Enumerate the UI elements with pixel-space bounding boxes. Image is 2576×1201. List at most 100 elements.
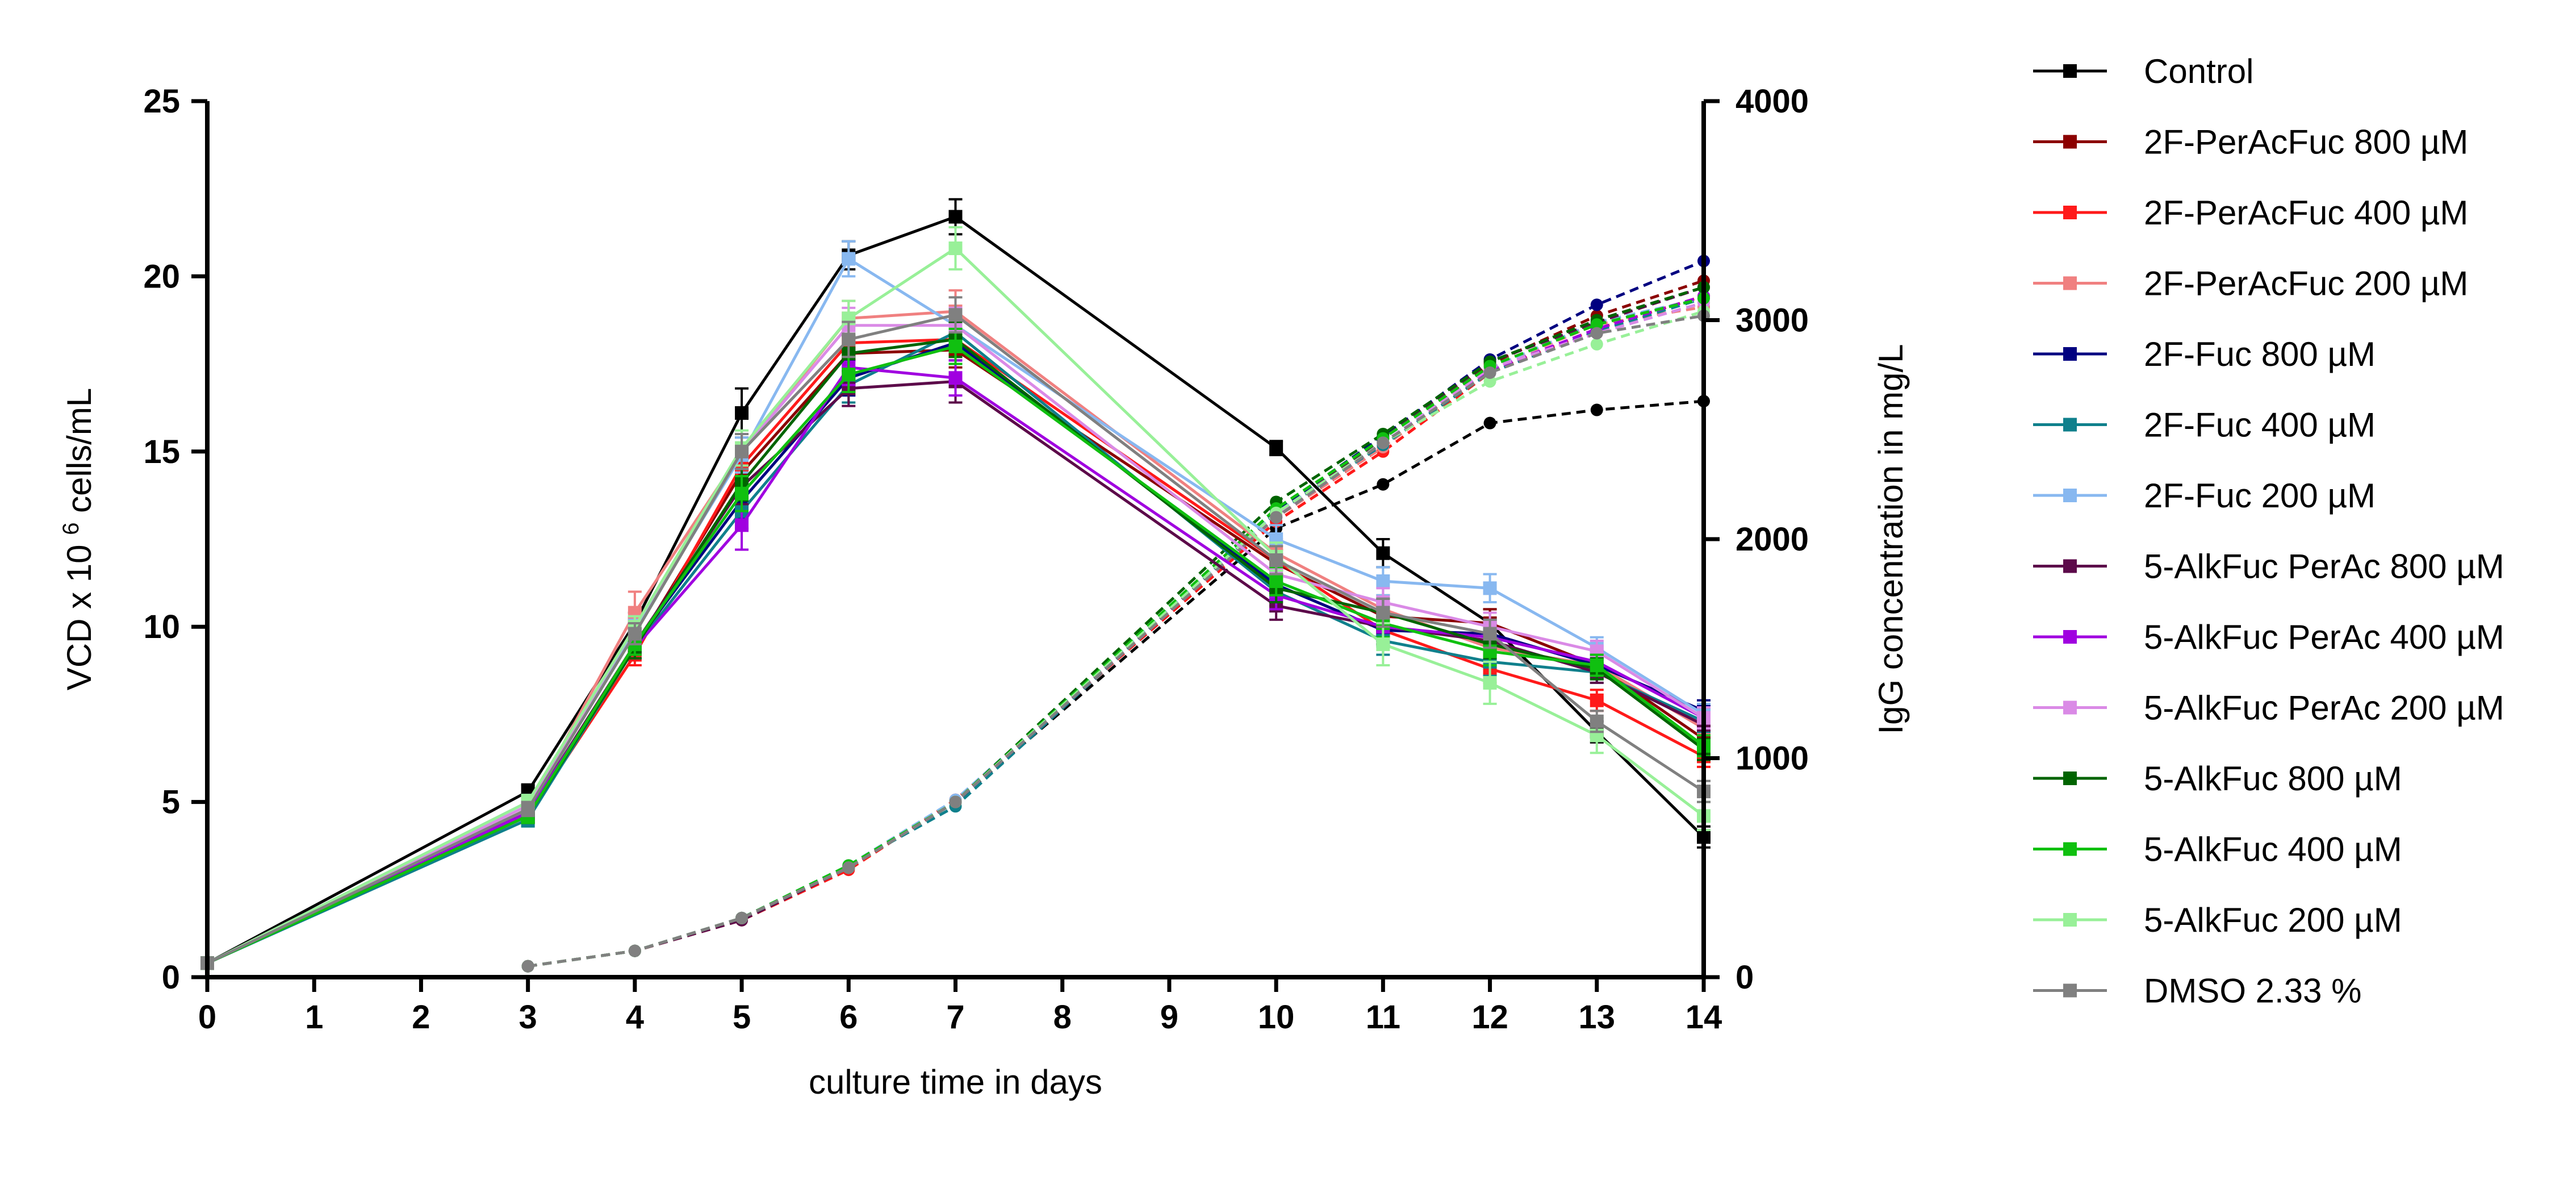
x-tick-label: 2 bbox=[412, 999, 430, 1036]
vcd-point bbox=[521, 802, 535, 816]
vcd-point bbox=[1590, 658, 1604, 673]
igg-point bbox=[949, 795, 962, 808]
igg-line-10 bbox=[528, 286, 1704, 968]
legend-label: 2F-Fuc 200 µM bbox=[2144, 477, 2376, 515]
igg-point bbox=[1483, 366, 1496, 380]
vcd-point bbox=[1590, 693, 1604, 707]
legend: Control 2F-PerAcFuc 800 µM 2F-PerAcFuc 400… bbox=[2033, 52, 2504, 1010]
y-right-tick-label: 2000 bbox=[1736, 521, 1809, 558]
vcd-point bbox=[1376, 574, 1390, 589]
legend-label: 5-AlkFuc PerAc 400 µM bbox=[2144, 618, 2504, 656]
y-right-tick-label: 4000 bbox=[1736, 83, 1809, 120]
legend-label: 5-AlkFuc 400 µM bbox=[2144, 831, 2402, 869]
vcd-point bbox=[1269, 574, 1283, 589]
igg-point bbox=[1483, 416, 1496, 429]
vcd-point bbox=[735, 444, 749, 458]
legend-swatch-marker bbox=[2063, 913, 2077, 927]
legend-swatch-marker bbox=[2063, 630, 2077, 644]
legend-label: 5-AlkFuc PerAc 200 µM bbox=[2144, 689, 2504, 727]
igg-line-2 bbox=[528, 294, 1704, 968]
igg-point bbox=[1590, 298, 1603, 311]
igg-point bbox=[735, 911, 748, 924]
y-left-axis-title-prefix: VCD x 10 bbox=[60, 544, 98, 690]
igg-point bbox=[1377, 436, 1390, 449]
y-right-tick-label: 0 bbox=[1736, 959, 1754, 996]
x-tick-label: 13 bbox=[1579, 999, 1616, 1036]
vcd-point bbox=[842, 368, 856, 382]
vcd-point bbox=[842, 332, 856, 347]
x-tick-label: 11 bbox=[1366, 999, 1400, 1036]
y-left-axis-title-sup: 6 bbox=[58, 523, 83, 535]
igg-point bbox=[1590, 403, 1603, 416]
igg-line-6 bbox=[528, 297, 1704, 968]
vcd-point bbox=[735, 406, 749, 420]
legend-label: 5-AlkFuc PerAc 800 µM bbox=[2144, 548, 2504, 586]
x-tick-label: 6 bbox=[839, 999, 858, 1036]
legend-label: 2F-Fuc 400 µM bbox=[2144, 406, 2376, 444]
vcd-point bbox=[948, 210, 963, 224]
legend-swatch-marker bbox=[2063, 489, 2077, 502]
igg-line-8 bbox=[528, 294, 1704, 968]
y-left-tick-label: 5 bbox=[162, 784, 180, 821]
legend-item: 5-AlkFuc 400 µM bbox=[2033, 831, 2402, 869]
x-tick-label: 1 bbox=[305, 999, 323, 1036]
vcd-point bbox=[1376, 606, 1390, 620]
x-axis-title: culture time in days bbox=[809, 1063, 1102, 1101]
igg-point bbox=[521, 960, 534, 973]
legend-swatch-marker bbox=[2063, 772, 2077, 785]
igg-point bbox=[1483, 375, 1496, 388]
legend-swatch-marker bbox=[2063, 418, 2077, 432]
vcd-line-4 bbox=[206, 341, 1704, 965]
legend-swatch-marker bbox=[2063, 135, 2077, 149]
vcd-point bbox=[1376, 637, 1390, 652]
legend-item: 2F-PerAcFuc 800 µM bbox=[2033, 123, 2468, 161]
igg-line-7 bbox=[528, 286, 1704, 968]
vcd-line-10 bbox=[206, 337, 1705, 965]
legend-label: 2F-PerAcFuc 800 µM bbox=[2144, 123, 2468, 161]
y-left-tick-label: 25 bbox=[143, 83, 180, 120]
legend-swatch-marker bbox=[2063, 206, 2077, 219]
vcd-line-7 bbox=[206, 380, 1705, 965]
plot-area bbox=[200, 198, 1711, 973]
vcd-point bbox=[948, 339, 963, 353]
legend-item: 5-AlkFuc 800 µM bbox=[2033, 760, 2402, 798]
vcd-point bbox=[1269, 441, 1283, 455]
legend-swatch-marker bbox=[2063, 276, 2077, 290]
legend-label: 2F-PerAcFuc 200 µM bbox=[2144, 265, 2468, 303]
x-tick-label: 9 bbox=[1160, 999, 1178, 1036]
legend-swatch-marker bbox=[2063, 347, 2077, 361]
x-tick-label: 4 bbox=[626, 999, 644, 1036]
legend-label: 2F-PerAcFuc 400 µM bbox=[2144, 194, 2468, 232]
igg-point bbox=[1590, 327, 1603, 340]
igg-point bbox=[1377, 478, 1390, 491]
legend-item: 5-AlkFuc PerAc 800 µM bbox=[2033, 548, 2504, 586]
vcd-point bbox=[1590, 714, 1604, 728]
igg-line-13 bbox=[528, 314, 1704, 968]
legend-label: 5-AlkFuc 200 µM bbox=[2144, 901, 2402, 939]
y-right-tick-label: 1000 bbox=[1736, 740, 1809, 777]
legend-swatch-marker bbox=[2063, 64, 2077, 78]
y-left-axis-title-suffix: cells/mL bbox=[60, 388, 98, 513]
legend-item: 5-AlkFuc 200 µM bbox=[2033, 901, 2402, 939]
y-right-axis-title: IgG concentration in mg/L bbox=[1872, 344, 1910, 734]
x-tick-label: 12 bbox=[1471, 999, 1508, 1036]
x-tick-label: 7 bbox=[946, 999, 964, 1036]
legend-swatch-marker bbox=[2063, 559, 2077, 573]
vcd-point bbox=[1483, 675, 1497, 690]
vcd-point bbox=[948, 371, 963, 385]
vcd-point bbox=[1269, 553, 1283, 568]
legend-item: 5-AlkFuc PerAc 200 µM bbox=[2033, 689, 2504, 727]
legend-item: 2F-PerAcFuc 400 µM bbox=[2033, 194, 2468, 232]
vcd-point bbox=[735, 486, 749, 501]
igg-line-1 bbox=[528, 279, 1704, 968]
igg-point bbox=[1590, 318, 1603, 331]
legend-item: 2F-PerAcFuc 200 µM bbox=[2033, 265, 2468, 303]
legend-item: 2F-Fuc 400 µM bbox=[2033, 406, 2376, 444]
x-tick-label: 14 bbox=[1686, 999, 1722, 1036]
y-left-tick-label: 0 bbox=[162, 959, 180, 996]
vcd-point bbox=[948, 241, 963, 256]
legend-swatch-marker bbox=[2063, 983, 2077, 998]
igg-point bbox=[1590, 337, 1603, 351]
x-tick-label: 10 bbox=[1258, 999, 1295, 1036]
